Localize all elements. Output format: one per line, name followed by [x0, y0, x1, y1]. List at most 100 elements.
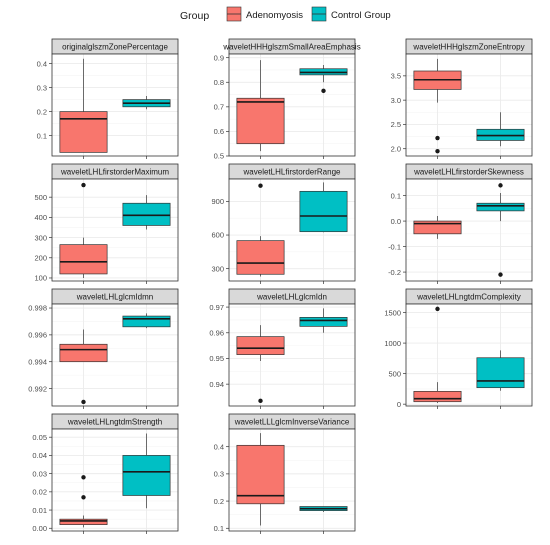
box-iqr: [59, 111, 108, 153]
box-adenomyosis: [59, 58, 108, 153]
y-tick-label: 2.5: [391, 120, 401, 129]
panel-border: [51, 303, 179, 407]
box-control: [299, 65, 348, 94]
box-adenomyosis: [413, 306, 462, 403]
box-adenomyosis: [236, 60, 285, 152]
outlier-point: [321, 88, 326, 94]
y-tick-label: 0.04: [32, 451, 47, 460]
box-control: [122, 313, 171, 329]
y-tick-label: 0.8: [214, 78, 224, 87]
y-tick-label: 200: [34, 253, 47, 262]
y-tick-label: 0.02: [32, 488, 47, 497]
panel-border: [405, 178, 533, 282]
legend-label: Control Group: [331, 10, 391, 21]
panel-title: waveletLHLglcmIdmn: [76, 293, 153, 302]
y-tick-label: 0.998: [28, 304, 47, 313]
y-tick-label: 900: [211, 197, 224, 206]
legend-label: Adenomyosis: [246, 10, 303, 21]
box-iqr: [122, 202, 171, 226]
y-tick-label: 300: [211, 264, 224, 273]
outlier-point: [435, 135, 440, 141]
y-tick-label: -0.1: [388, 242, 401, 251]
outlier-point: [258, 183, 263, 188]
y-tick-label: 1500: [384, 308, 401, 317]
y-tick-label: 0.994: [28, 357, 47, 366]
y-tick-label: 0.1: [214, 524, 224, 533]
y-tick-label: 0.1: [37, 131, 47, 140]
y-tick-label: 0.95: [209, 354, 224, 363]
y-tick-label: 0.7: [214, 103, 224, 112]
box-iqr: [236, 240, 285, 275]
y-tick-label: 0.01: [32, 506, 47, 515]
outlier-point: [435, 306, 440, 312]
box-control: [299, 182, 348, 233]
panel-border: [228, 428, 356, 532]
outlier-point: [81, 495, 86, 500]
y-tick-label: 0.6: [214, 127, 224, 136]
legend-entries: Adenomyosis Control Group: [226, 6, 391, 22]
y-tick-label: 0.3: [37, 83, 47, 92]
box-adenomyosis: [59, 475, 108, 528]
outlier-point: [435, 148, 440, 154]
panel-title: waveletLHLglcmIdn: [256, 293, 327, 302]
box-iqr: [236, 336, 285, 355]
outlier-point: [81, 182, 86, 188]
panel-title: waveletLHLfirstorderRange: [243, 168, 341, 177]
y-tick-label: 0.996: [28, 331, 47, 340]
y-tick-label: 0.992: [28, 384, 47, 393]
panel-6: waveletLHLfirstorderSkewness -0.2 -0.1 0.0 0…: [388, 163, 533, 284]
y-tick-label: 3.5: [391, 72, 401, 81]
panel-border: [405, 53, 533, 157]
y-tick-label: 600: [211, 231, 224, 240]
y-tick-label: 0.3: [214, 470, 224, 479]
panel-5: waveletLHLfirstorderRange 300 600 900: [211, 163, 356, 284]
panel-border: [228, 303, 356, 407]
y-tick-label: 2.0: [391, 144, 401, 153]
box-iqr: [476, 202, 525, 212]
y-tick-label: 0.9: [214, 53, 224, 62]
box-adenomyosis: [413, 58, 462, 154]
outlier-point: [81, 399, 86, 405]
panel-title: waveletHHHglszmZoneEntropy: [412, 43, 524, 52]
y-tick-label: 0.2: [37, 107, 47, 116]
panel-title: waveletLHLfirstorderSkewness: [413, 168, 524, 177]
panel-title: originalglszmZonePercentage: [62, 43, 168, 52]
y-tick-label: 3.0: [391, 96, 401, 105]
panel-2: waveletHHHglszmSmallAreaEmphasis 0.5 0.6 0.…: [214, 38, 361, 161]
y-tick-label: 0.1: [391, 191, 401, 200]
y-tick-label: 0.2: [214, 497, 224, 506]
panel-7: waveletLHLglcmIdmn 0.992 0.994 0.996 0.998: [28, 288, 179, 409]
legend-entry-1: Adenomyosis: [226, 6, 303, 22]
outlier-point: [498, 183, 503, 188]
panel-border: [51, 178, 179, 282]
box-adenomyosis: [236, 183, 285, 277]
panel-4: waveletLHLfirstorderMaximum 100 200 300 400 5…: [34, 163, 179, 284]
panel-8: waveletLHLglcmIdn 0.94 0.95 0.96 0.97: [209, 288, 356, 409]
panel-title: waveletHHHglszmSmallAreaEmphasis: [222, 43, 360, 52]
box-control: [299, 308, 348, 333]
box-control: [299, 506, 348, 512]
box-control: [122, 195, 171, 230]
outlier-point: [498, 272, 503, 277]
y-tick-label: 0.4: [37, 59, 47, 68]
box-adenomyosis: [59, 329, 108, 405]
panel-border: [51, 428, 179, 532]
panel-3: waveletHHHglszmZoneEntropy 2.0 2.5 3.0 3.5: [391, 38, 533, 159]
box-adenomyosis: [236, 325, 285, 404]
legend-title: Group: [180, 10, 209, 22]
y-tick-label: 0.0: [391, 217, 401, 226]
box-iqr: [122, 455, 171, 496]
y-tick-label: -0.2: [388, 268, 401, 277]
plot-background: [406, 304, 532, 406]
panel-11: waveletLLLglcmInverseVariance 0.1 0.2 0.3 0.…: [214, 413, 356, 534]
y-tick-label: 400: [34, 213, 47, 222]
box-control: [122, 433, 171, 509]
y-tick-label: 0.05: [32, 433, 47, 442]
outlier-point: [258, 398, 263, 404]
y-tick-label: 0.94: [209, 380, 224, 389]
panel-title: waveletLHLngtdmComplexity: [416, 293, 521, 302]
box-control: [476, 112, 525, 147]
y-tick-label: 500: [34, 193, 47, 202]
box-adenomyosis: [236, 433, 285, 526]
